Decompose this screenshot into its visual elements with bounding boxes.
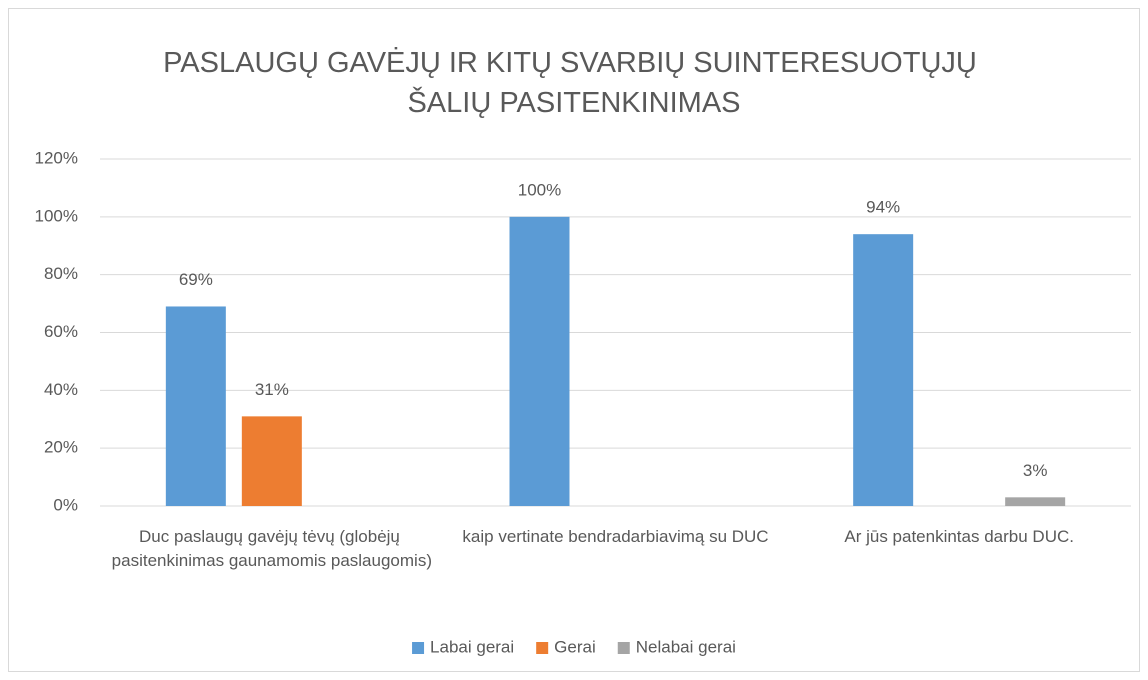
data-label: 100% xyxy=(518,180,561,199)
y-tick-label: 100% xyxy=(35,206,78,225)
legend-label: Gerai xyxy=(554,637,596,656)
data-label: 31% xyxy=(255,380,289,399)
x-tick-label: Duc paslaugų gavėjų tėvų (globėjų pasite… xyxy=(112,527,432,570)
data-label: 69% xyxy=(179,270,213,289)
legend-swatch xyxy=(412,642,425,654)
x-tick-label: Ar jūs patenkintas darbu DUC. xyxy=(844,527,1074,546)
chart-title: PASLAUGŲ GAVĖJŲ IR KITŲ SVARBIŲ SUINTERE… xyxy=(163,46,985,119)
data-label: 94% xyxy=(866,198,900,217)
bar xyxy=(241,416,302,506)
x-tick-label: kaip vertinate bendradarbiavimą su DUC xyxy=(462,527,768,546)
y-tick-label: 20% xyxy=(44,438,78,457)
y-tick-label: 60% xyxy=(44,322,78,341)
bar xyxy=(509,216,570,507)
bar xyxy=(1005,497,1066,506)
y-tick-label: 0% xyxy=(53,495,78,514)
y-tick-label: 80% xyxy=(44,264,78,283)
legend-swatch xyxy=(536,642,549,654)
legend-label: Labai gerai xyxy=(430,637,514,656)
bar xyxy=(165,306,226,506)
legend-swatch xyxy=(617,642,630,654)
bar xyxy=(853,234,914,506)
y-tick-label: 40% xyxy=(44,380,78,399)
legend-label: Nelabai gerai xyxy=(636,637,736,656)
data-label: 3% xyxy=(1023,461,1048,480)
y-tick-label: 120% xyxy=(35,148,78,167)
